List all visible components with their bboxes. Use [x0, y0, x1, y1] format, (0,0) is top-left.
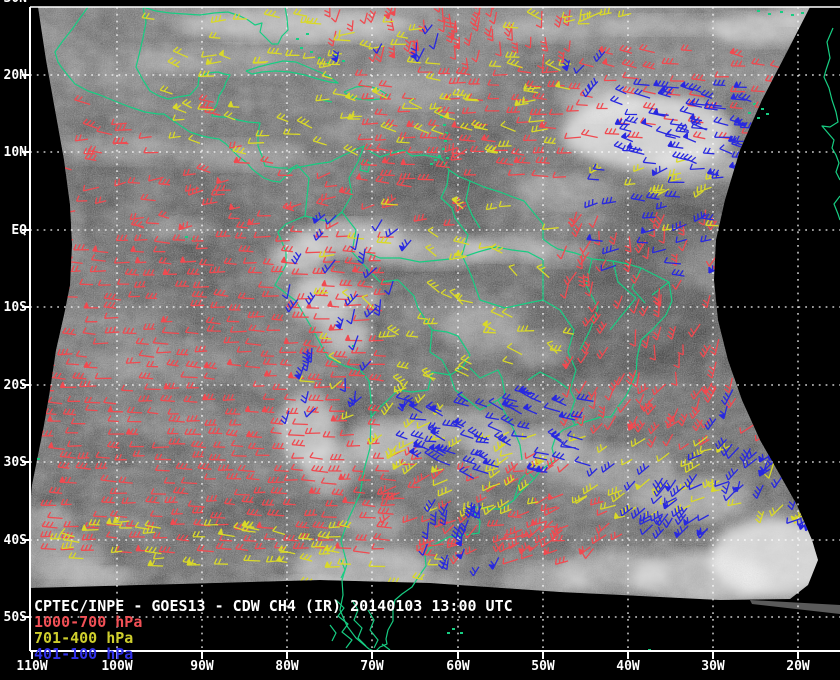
legend-mid-level: 701-400 hPa	[34, 629, 134, 647]
lon-label: 20W	[786, 659, 810, 674]
barb-region-andes-blue	[280, 212, 412, 425]
lon-label: 50W	[531, 659, 555, 674]
lon-label: 80W	[275, 659, 299, 674]
coastline-us-florida	[142, 6, 289, 45]
barb-region-natlantic-blue-dense	[609, 78, 754, 172]
coastline-mexico	[54, 6, 293, 183]
barb-region-bottomleft-yellow	[49, 516, 352, 567]
barb-region-amazon-yellow	[299, 196, 574, 385]
barb-region-top-yellow	[561, 7, 632, 25]
legend-low-level: 1000-700 hPa	[34, 613, 143, 631]
barb-region-uruguay-blue	[395, 385, 594, 479]
lon-label: 70W	[360, 659, 384, 674]
lat-label: 10S	[3, 300, 27, 315]
wind-barbs	[39, 7, 818, 597]
lat-label: EQ	[11, 223, 27, 238]
lat-label: 30S	[3, 455, 27, 470]
axes-frame	[29, 6, 840, 652]
lon-label: 40W	[616, 659, 640, 674]
lon-label: 100W	[101, 659, 133, 674]
lat-label: 40S	[3, 533, 27, 548]
barb-region-bottom-center-blue	[418, 499, 500, 577]
lon-label: 30W	[701, 659, 725, 674]
lon-label: 90W	[190, 659, 214, 674]
barb-region-natlantic-blue-ext	[584, 163, 724, 277]
satellite-scan-sliver	[750, 600, 840, 614]
coastline-south-america-east	[287, 145, 673, 652]
coastlines	[37, 6, 840, 652]
coastline-africa	[821, 27, 840, 221]
barb-region-bottom-right-blue	[630, 473, 710, 539]
grid-lines	[30, 7, 840, 651]
lon-label: 110W	[16, 659, 48, 674]
barb-region-satlantic-blue-stream	[586, 437, 818, 532]
barb-region-ne-yellow	[589, 156, 719, 231]
lat-label: 30N	[0, 0, 27, 6]
lat-label: 50S	[3, 610, 27, 625]
lon-label: 60W	[446, 659, 470, 674]
lat-label: 10N	[3, 145, 27, 160]
coastline-south-america-west	[274, 164, 375, 652]
barb-region-mexico-gulf-yellow	[141, 7, 572, 156]
barb-region-caribbean-rows	[354, 65, 582, 181]
legend-high-level: 401-100 hPa	[34, 645, 134, 663]
barb-region-mexico-blue	[331, 24, 439, 63]
lat-label: 20N	[3, 68, 27, 83]
coastline-patagonia	[329, 559, 391, 651]
barb-region-caribbean-blue	[561, 49, 606, 98]
barb-region-bottom-red	[438, 496, 623, 566]
map-title: CPTEC/INPE - GOES13 - CDW CH4 (IR) 20140…	[34, 597, 513, 615]
barb-region-cuba-south-yellow	[252, 47, 328, 65]
lat-label: 20S	[3, 378, 27, 393]
axis-ticks	[22, 74, 799, 659]
